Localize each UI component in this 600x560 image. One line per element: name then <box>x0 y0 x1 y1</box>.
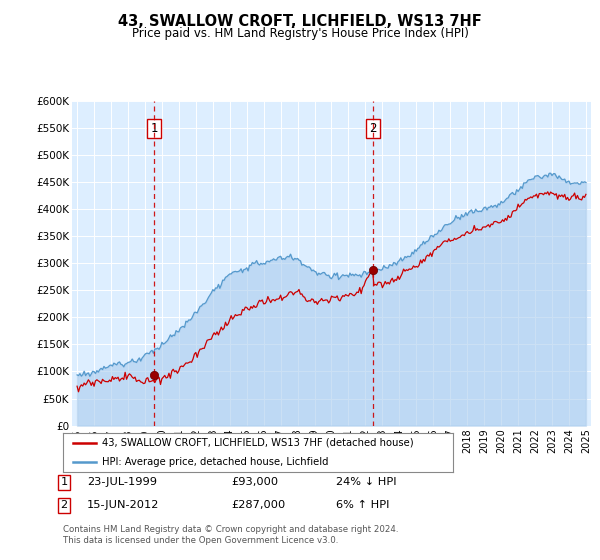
Text: Price paid vs. HM Land Registry's House Price Index (HPI): Price paid vs. HM Land Registry's House … <box>131 27 469 40</box>
Text: 43, SWALLOW CROFT, LICHFIELD, WS13 7HF (detached house): 43, SWALLOW CROFT, LICHFIELD, WS13 7HF (… <box>102 437 413 447</box>
Text: Contains HM Land Registry data © Crown copyright and database right 2024.
This d: Contains HM Land Registry data © Crown c… <box>63 525 398 545</box>
Text: £287,000: £287,000 <box>231 500 285 510</box>
Text: £93,000: £93,000 <box>231 477 278 487</box>
Text: 2: 2 <box>370 122 377 135</box>
Text: 1: 1 <box>151 122 158 135</box>
Text: HPI: Average price, detached house, Lichfield: HPI: Average price, detached house, Lich… <box>102 456 329 466</box>
Text: 43, SWALLOW CROFT, LICHFIELD, WS13 7HF: 43, SWALLOW CROFT, LICHFIELD, WS13 7HF <box>118 14 482 29</box>
Text: 2: 2 <box>61 500 68 510</box>
Text: 23-JUL-1999: 23-JUL-1999 <box>87 477 157 487</box>
Text: 24% ↓ HPI: 24% ↓ HPI <box>336 477 397 487</box>
Text: 15-JUN-2012: 15-JUN-2012 <box>87 500 160 510</box>
Text: 6% ↑ HPI: 6% ↑ HPI <box>336 500 389 510</box>
Text: 1: 1 <box>61 477 68 487</box>
